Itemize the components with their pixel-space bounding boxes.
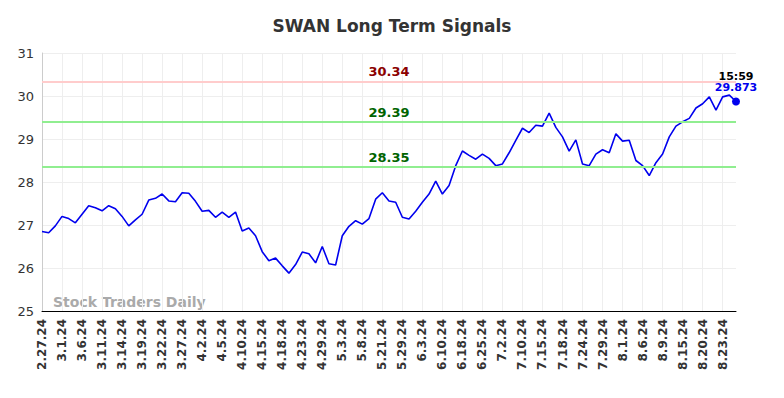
svg-text:30.34: 30.34 <box>368 64 409 79</box>
svg-text:5.8.24: 5.8.24 <box>355 319 369 362</box>
svg-text:4.10.24: 4.10.24 <box>235 319 249 370</box>
svg-text:7.2.24: 7.2.24 <box>495 319 509 362</box>
svg-text:4.5.24: 4.5.24 <box>215 319 229 362</box>
svg-text:29: 29 <box>17 132 34 147</box>
svg-text:8.6.24: 8.6.24 <box>636 319 650 362</box>
svg-text:4.23.24: 4.23.24 <box>295 319 309 370</box>
svg-text:4.29.24: 4.29.24 <box>315 319 329 370</box>
svg-text:31: 31 <box>17 46 34 61</box>
svg-text:3.14.24: 3.14.24 <box>115 319 129 370</box>
svg-text:3.1.24: 3.1.24 <box>55 319 69 362</box>
svg-text:6.18.24: 6.18.24 <box>455 319 469 370</box>
svg-text:7.18.24: 7.18.24 <box>556 319 570 370</box>
svg-text:8.23.24: 8.23.24 <box>716 319 730 370</box>
svg-text:25: 25 <box>17 304 34 319</box>
svg-text:29.39: 29.39 <box>368 105 409 120</box>
svg-text:5.29.24: 5.29.24 <box>395 319 409 370</box>
svg-text:15:59: 15:59 <box>718 70 754 84</box>
svg-text:6.3.24: 6.3.24 <box>415 319 429 362</box>
svg-text:4.15.24: 4.15.24 <box>255 319 269 370</box>
svg-text:26: 26 <box>17 261 34 276</box>
svg-text:5.3.24: 5.3.24 <box>335 319 349 362</box>
svg-text:SWAN Long Term Signals: SWAN Long Term Signals <box>273 16 512 36</box>
svg-text:28.35: 28.35 <box>368 150 409 165</box>
svg-text:6.10.24: 6.10.24 <box>435 319 449 370</box>
svg-text:3.6.24: 3.6.24 <box>75 319 89 362</box>
svg-text:27: 27 <box>17 218 34 233</box>
svg-text:3.27.24: 3.27.24 <box>175 319 189 370</box>
svg-text:2.27.24: 2.27.24 <box>35 319 49 370</box>
svg-text:3.11.24: 3.11.24 <box>95 319 109 370</box>
svg-text:4.2.24: 4.2.24 <box>195 319 209 362</box>
svg-text:29.873: 29.873 <box>715 81 757 94</box>
svg-text:5.21.24: 5.21.24 <box>375 319 389 370</box>
svg-text:7.24.24: 7.24.24 <box>576 319 590 370</box>
svg-text:8.1.24: 8.1.24 <box>616 319 630 362</box>
svg-text:Stock Traders Daily: Stock Traders Daily <box>53 294 206 310</box>
svg-text:7.15.24: 7.15.24 <box>535 319 549 370</box>
svg-text:30: 30 <box>17 89 34 104</box>
svg-text:7.29.24: 7.29.24 <box>596 319 610 370</box>
svg-text:6.25.24: 6.25.24 <box>475 319 489 370</box>
svg-text:7.10.24: 7.10.24 <box>515 319 529 370</box>
svg-text:3.22.24: 3.22.24 <box>155 319 169 370</box>
svg-text:4.18.24: 4.18.24 <box>275 319 289 370</box>
svg-text:8.9.24: 8.9.24 <box>656 319 670 362</box>
svg-text:3.19.24: 3.19.24 <box>135 319 149 370</box>
svg-text:28: 28 <box>17 175 34 190</box>
svg-text:8.15.24: 8.15.24 <box>676 319 690 370</box>
svg-text:8.20.24: 8.20.24 <box>696 319 710 370</box>
